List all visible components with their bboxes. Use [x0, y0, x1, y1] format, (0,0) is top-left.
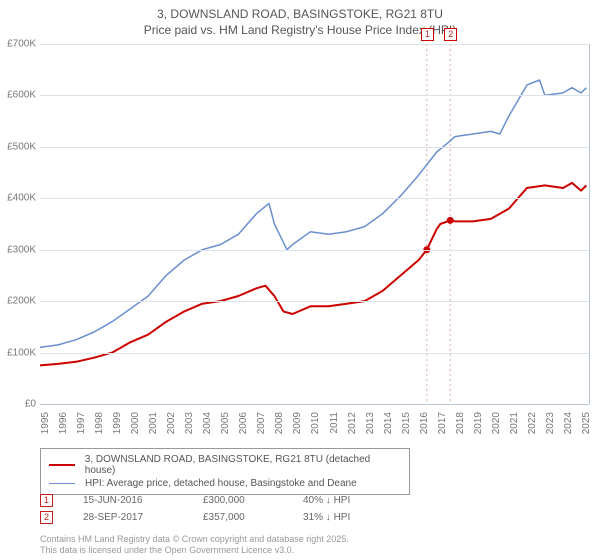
x-tick-label: 2003	[184, 412, 195, 434]
gridline	[40, 250, 589, 251]
x-tick-label: 2009	[292, 412, 303, 434]
x-tick-label: 1998	[94, 412, 105, 434]
x-tick-label: 2002	[166, 412, 177, 434]
sale-row-date: 28-SEP-2017	[83, 512, 173, 523]
legend-label: HPI: Average price, detached house, Basi…	[85, 478, 357, 489]
gridline	[40, 353, 589, 354]
x-tick-label: 2021	[509, 412, 520, 434]
x-tick-label: 2015	[401, 412, 412, 434]
y-tick-label: £600K	[0, 90, 36, 101]
sale-marker-1: 1	[421, 28, 434, 41]
gridline	[40, 198, 589, 199]
x-tick-label: 2024	[563, 412, 574, 434]
gridline	[40, 301, 589, 302]
gridline	[40, 44, 589, 45]
sale-row-price: £357,000	[203, 512, 273, 523]
x-tick-label: 1997	[76, 412, 87, 434]
x-tick-label: 1999	[112, 412, 123, 434]
x-tick-label: 2000	[130, 412, 141, 434]
series-price_paid	[40, 183, 586, 366]
legend-row: 3, DOWNSLAND ROAD, BASINGSTOKE, RG21 8TU…	[49, 453, 401, 477]
legend-row: HPI: Average price, detached house, Basi…	[49, 477, 401, 490]
sale-row-pct: 31% ↓ HPI	[303, 512, 393, 523]
x-tick-label: 2020	[491, 412, 502, 434]
sale-row-marker: 1	[40, 494, 53, 507]
x-tick-label: 2016	[419, 412, 430, 434]
footer-line-2: This data is licensed under the Open Gov…	[40, 545, 349, 556]
sale-row-marker: 2	[40, 511, 53, 524]
y-tick-label: £400K	[0, 193, 36, 204]
y-tick-label: £200K	[0, 296, 36, 307]
x-tick-label: 2004	[202, 412, 213, 434]
legend-swatch	[49, 483, 75, 484]
x-tick-label: 2006	[238, 412, 249, 434]
x-tick-label: 1995	[40, 412, 51, 434]
sale-marker-2: 2	[444, 28, 457, 41]
plot-svg	[40, 44, 590, 404]
footer-attribution: Contains HM Land Registry data © Crown c…	[40, 534, 349, 557]
legend: 3, DOWNSLAND ROAD, BASINGSTOKE, RG21 8TU…	[40, 448, 410, 495]
x-tick-label: 2005	[220, 412, 231, 434]
sale-row-price: £300,000	[203, 495, 273, 506]
x-tick-label: 2001	[148, 412, 159, 434]
legend-label: 3, DOWNSLAND ROAD, BASINGSTOKE, RG21 8TU…	[85, 454, 401, 476]
x-tick-label: 2019	[473, 412, 484, 434]
x-tick-label: 2012	[347, 412, 358, 434]
sale-point-dot	[447, 217, 454, 224]
x-tick-label: 2022	[527, 412, 538, 434]
x-tick-label: 2010	[310, 412, 321, 434]
footer-line-1: Contains HM Land Registry data © Crown c…	[40, 534, 349, 545]
y-tick-label: £700K	[0, 39, 36, 50]
x-axis-labels: 1995 1996 1997 1998 1999 2000 2001 2002 2003 2004…	[40, 408, 590, 446]
gridline	[40, 95, 589, 96]
x-tick-label: 2008	[274, 412, 285, 434]
title-line-1: 3, DOWNSLAND ROAD, BASINGSTOKE, RG21 8TU	[0, 6, 600, 22]
x-tick-label: 2023	[545, 412, 556, 434]
sale-data-row: 1 15-JUN-2016 £300,000 40% ↓ HPI	[40, 492, 590, 509]
chart-area: £0£100K£200K£300K£400K£500K£600K£700K	[40, 44, 590, 404]
y-tick-label: £300K	[0, 244, 36, 255]
x-tick-label: 2017	[437, 412, 448, 434]
gridline	[40, 404, 589, 405]
y-tick-label: £0	[0, 399, 36, 410]
sale-data-row: 2 28-SEP-2017 £357,000 31% ↓ HPI	[40, 509, 590, 526]
sale-row-pct: 40% ↓ HPI	[303, 495, 393, 506]
x-tick-label: 2007	[256, 412, 267, 434]
x-tick-label: 1996	[58, 412, 69, 434]
gridline	[40, 147, 589, 148]
sale-data-rows: 1 15-JUN-2016 £300,000 40% ↓ HPI 2 28-SEP-201…	[40, 492, 590, 526]
x-tick-label: 2011	[329, 412, 340, 434]
y-tick-label: £500K	[0, 141, 36, 152]
y-tick-label: £100K	[0, 347, 36, 358]
chart-container: 3, DOWNSLAND ROAD, BASINGSTOKE, RG21 8TU…	[0, 0, 600, 560]
top-marker-row: 12	[40, 28, 590, 44]
x-tick-label: 2013	[365, 412, 376, 434]
x-tick-label: 2018	[455, 412, 466, 434]
x-tick-label: 2014	[383, 412, 394, 434]
x-tick-label: 2025	[581, 412, 592, 434]
legend-swatch	[49, 464, 75, 466]
sale-row-date: 15-JUN-2016	[83, 495, 173, 506]
